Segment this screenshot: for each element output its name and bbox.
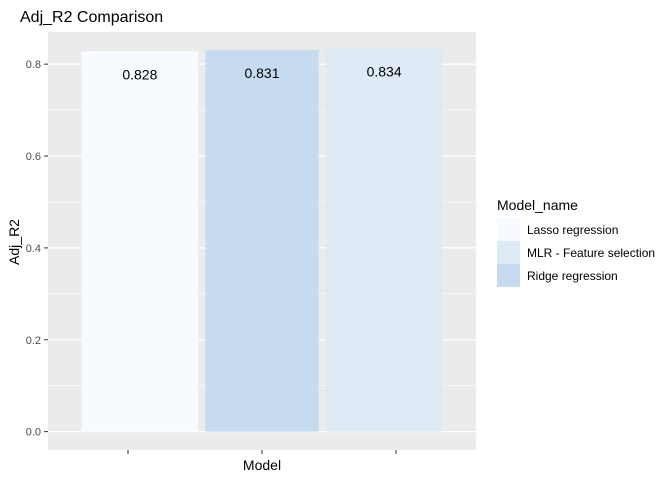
legend-swatch xyxy=(497,241,520,264)
x-axis xyxy=(127,450,397,454)
legend-swatch xyxy=(497,218,520,241)
y-axis-title: Adj_R2 xyxy=(6,219,22,265)
legend-swatch xyxy=(497,264,520,287)
chart-title: Adj_R2 Comparison xyxy=(20,9,163,26)
bar-lasso-regression xyxy=(81,51,199,432)
y-tick-label: 0.4 xyxy=(26,243,41,255)
data-label: 0.831 xyxy=(244,65,279,81)
bars: 0.828 0.831 0.834 xyxy=(81,48,443,432)
legend: Model_name Lasso regression MLR - Feature… xyxy=(497,197,655,287)
y-tick-label: 0.0 xyxy=(26,427,41,439)
y-axis: 0.0 0.2 0.4 0.6 0.8 xyxy=(26,59,48,439)
legend-item-label: MLR - Feature selection xyxy=(527,246,655,260)
y-tick-label: 0.2 xyxy=(26,335,41,347)
legend-title: Model_name xyxy=(497,197,578,213)
bar-ridge-regression xyxy=(205,49,319,432)
legend-item-label: Lasso regression xyxy=(527,223,618,237)
x-axis-title: Model xyxy=(243,457,281,473)
legend-item-label: Ridge regression xyxy=(527,269,618,283)
y-tick-label: 0.8 xyxy=(26,59,41,71)
bar-mlr-feature-selection xyxy=(325,48,443,432)
data-label: 0.828 xyxy=(122,66,157,82)
y-tick-label: 0.6 xyxy=(26,151,41,163)
data-label: 0.834 xyxy=(367,64,402,80)
